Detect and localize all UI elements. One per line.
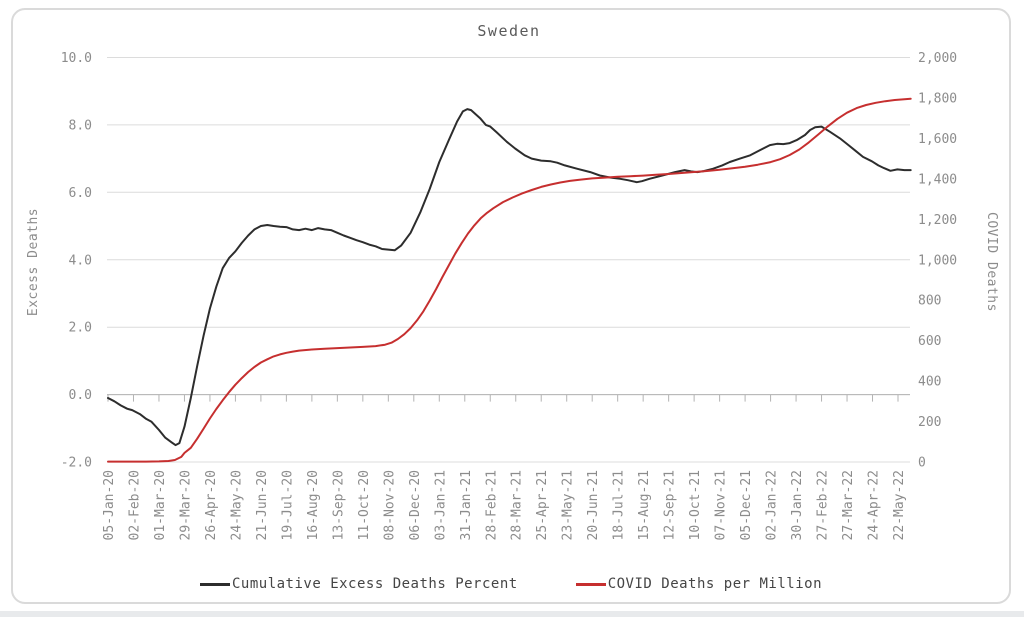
x-axis-tick-label: 23-May-21 [561, 470, 576, 540]
right-axis-tick-label: 800 [918, 294, 941, 309]
x-axis-tick-label: 02-Feb-20 [127, 470, 142, 540]
x-axis-tick-label: 24-Apr-22 [867, 470, 882, 540]
legend-line-swatch-covid [575, 582, 606, 586]
x-axis-tick-label: 02-Jan-22 [765, 470, 780, 540]
x-axis-tick-label: 18-Jul-21 [612, 470, 627, 540]
right-axis-tick-label: 1,800 [918, 91, 957, 106]
x-axis-tick-label: 30-Jan-22 [790, 470, 805, 540]
x-axis-tick-label: 10-Oct-21 [688, 470, 703, 540]
left-axis-tick-label: 0.0 [69, 388, 92, 403]
legend-item-covid: COVID Deaths per Million [575, 576, 822, 592]
chart-card [11, 8, 1011, 604]
axis-tick-labels: 10.0 8.0 6.0 4.0 2.0 0.0 -2.0 2,000 1,800 1,600 1,… [61, 51, 957, 540]
x-axis-tick-label: 07-Nov-21 [714, 470, 729, 540]
right-axis-tick-label: 0 [918, 456, 926, 471]
right-axis-tick-label: 1,600 [918, 132, 957, 147]
x-axis-tick-label: 19-Jul-20 [280, 470, 295, 540]
x-axis-tick-label: 05-Jan-20 [102, 470, 117, 540]
x-axis-tick-label: 11-Oct-20 [357, 470, 372, 540]
x-axis-tick-label: 06-Dec-20 [408, 470, 423, 540]
x-axis-tick-label: 13-Sep-20 [331, 470, 346, 540]
series-lines [107, 97, 912, 463]
series-line-covid-deaths [107, 97, 912, 463]
gridlines [107, 57, 910, 463]
x-axis-tick-label: 20-Jun-21 [586, 470, 601, 540]
left-axis-tick-label: -2.0 [61, 456, 92, 471]
x-axis-tick-label: 26-Apr-20 [204, 470, 219, 540]
x-axis-tick-label: 03-Jan-21 [433, 470, 448, 540]
x-axis-tick-label: 31-Jan-21 [459, 470, 474, 540]
x-axis-tick-label: 27-Mar-22 [841, 470, 856, 540]
right-axis-tick-label: 600 [918, 334, 941, 349]
x-axis-tick-label: 28-Mar-21 [510, 470, 525, 540]
legend-label-excess: Cumulative Excess Deaths Percent [231, 576, 518, 592]
right-axis-tick-label: 1,200 [918, 213, 957, 228]
chart-svg: Sweden Excess Deaths COVID Deaths 10.0 8.… [26, 22, 999, 540]
left-axis-tick-label: 4.0 [69, 253, 92, 268]
x-axis-tick-label: 12-Sep-21 [663, 470, 678, 540]
chart-legend: Cumulative Excess Deaths Percent COVID D… [11, 576, 1011, 592]
x-axis-tick-label: 28-Feb-21 [484, 470, 499, 540]
left-axis-tick-label: 10.0 [61, 51, 92, 66]
left-axis-title: Excess Deaths [26, 208, 41, 316]
x-axis-tick-label: 21-Jun-20 [255, 470, 270, 540]
x-axis-tick-label: 24-May-20 [229, 470, 244, 540]
right-axis-title: COVID Deaths [984, 212, 999, 312]
left-axis-tick-label: 6.0 [69, 186, 92, 201]
x-axis-tick-label: 05-Dec-21 [739, 470, 754, 540]
legend-label-covid: COVID Deaths per Million [607, 576, 822, 592]
page-bottom-strip [0, 611, 1024, 617]
x-axis-tick-label: 27-Feb-22 [816, 470, 831, 540]
legend-item-excess: Cumulative Excess Deaths Percent [199, 576, 518, 592]
chart-title: Sweden [477, 22, 540, 40]
x-axis-tick-label: 25-Apr-21 [535, 470, 550, 540]
x-axis-tick-label: 29-Mar-20 [178, 470, 193, 540]
x-axis-tick-label: 08-Nov-20 [382, 470, 397, 540]
right-axis-tick-label: 200 [918, 415, 941, 430]
left-axis-tick-label: 2.0 [69, 321, 92, 336]
left-axis-tick-label: 8.0 [69, 118, 92, 133]
right-axis-tick-label: 1,000 [918, 253, 957, 268]
legend-line-swatch-excess [199, 582, 230, 586]
x-axis-tick-label: 01-Mar-20 [153, 470, 168, 540]
right-axis-tick-label: 1,400 [918, 172, 957, 187]
x-axis-tick-label: 22-May-22 [892, 470, 907, 540]
series-line-excess-deaths [107, 108, 912, 447]
x-axis-tick-label: 15-Aug-21 [637, 470, 652, 540]
right-axis-tick-label: 400 [918, 375, 941, 390]
right-axis-tick-label: 2,000 [918, 51, 957, 66]
x-axis-tick-label: 16-Aug-20 [306, 470, 321, 540]
